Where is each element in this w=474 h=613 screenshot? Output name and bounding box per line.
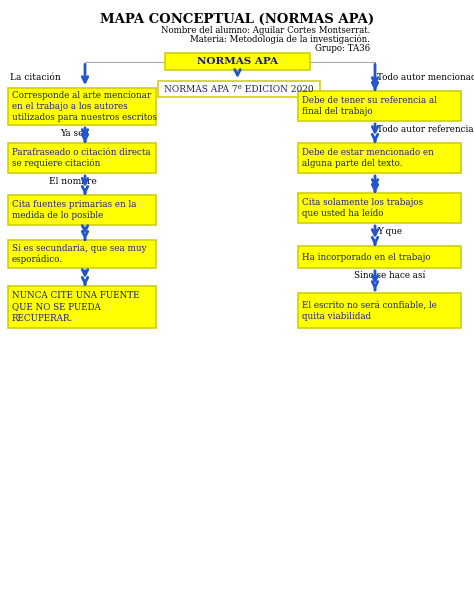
Text: El nombre: El nombre [49, 177, 97, 186]
Text: Corresponde al arte mencionar
en el trabajo a los autores
utilizados para nuestr: Corresponde al arte mencionar en el trab… [12, 91, 157, 122]
Text: La citación: La citación [10, 72, 61, 82]
Text: Y que: Y que [377, 226, 402, 235]
Bar [8, 143, 156, 173]
Text: Cita fuentes primarias en la
medida de lo posible: Cita fuentes primarias en la medida de l… [12, 200, 137, 220]
Bar [298, 193, 461, 223]
Text: NORMAS APA: NORMAS APA [197, 57, 278, 66]
Text: Si es secundaria, que sea muy
esporádico.: Si es secundaria, que sea muy esporádico… [12, 243, 146, 264]
Bar [8, 88, 156, 125]
Bar [298, 246, 461, 268]
Bar [298, 293, 461, 328]
Text: Debe de tener su referencia al
final del trabajo: Debe de tener su referencia al final del… [302, 96, 437, 116]
Text: El escrito no será confiable, le
quita viabilidad: El escrito no será confiable, le quita v… [302, 300, 437, 321]
Text: Debe de estar mencionado en
alguna parte del texto.: Debe de estar mencionado en alguna parte… [302, 148, 434, 168]
Text: Todo autor mencionado: Todo autor mencionado [377, 72, 474, 82]
Bar [298, 143, 461, 173]
Text: Grupo: TA36: Grupo: TA36 [315, 44, 370, 53]
Text: NORMAS APA 7ª EDICION 2020: NORMAS APA 7ª EDICION 2020 [164, 85, 314, 94]
Bar [8, 240, 156, 268]
Text: Parafraseado o citación directa
se requiere citación: Parafraseado o citación directa se requi… [12, 148, 151, 169]
Text: MAPA CONCEPTUAL (NORMAS APA): MAPA CONCEPTUAL (NORMAS APA) [100, 13, 374, 26]
Text: Materia: Metodología de la investigación.: Materia: Metodología de la investigación… [190, 35, 370, 45]
Bar [298, 91, 461, 121]
Text: NUNCA CITE UNA FUENTE
QUE NO SE PUEDA
RECUPERAR.: NUNCA CITE UNA FUENTE QUE NO SE PUEDA RE… [12, 291, 139, 322]
Text: Cita solamente los trabajos
que usted ha leído: Cita solamente los trabajos que usted ha… [302, 197, 423, 218]
Text: Ha incorporado en el trabajo: Ha incorporado en el trabajo [302, 253, 430, 262]
Text: Ya sea: Ya sea [61, 129, 90, 137]
Text: Todo autor referenciado: Todo autor referenciado [377, 124, 474, 134]
Bar [8, 195, 156, 225]
Bar [165, 53, 310, 70]
Bar [158, 81, 320, 97]
Text: Sino se hace así: Sino se hace así [354, 272, 426, 281]
Bar [8, 286, 156, 328]
Text: Nombre del alumno: Aguilar Cortes Montserrat.: Nombre del alumno: Aguilar Cortes Montse… [161, 26, 370, 35]
